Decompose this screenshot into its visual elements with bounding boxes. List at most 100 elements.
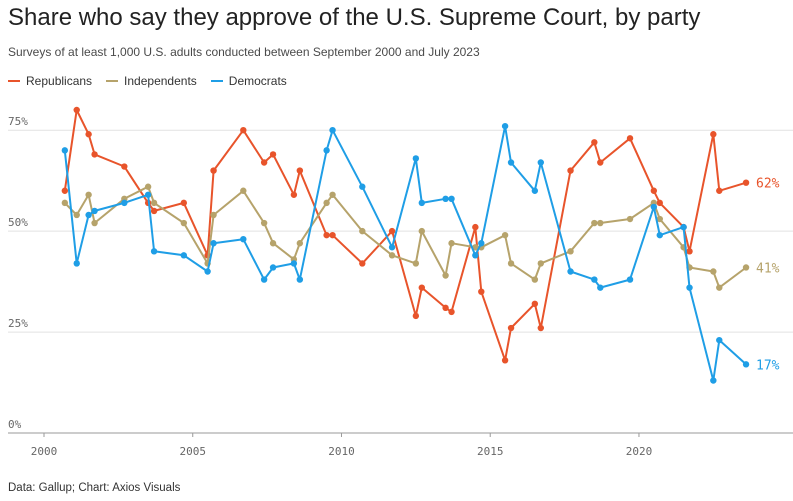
data-point-democrats (626, 276, 634, 283)
data-point-democrats (537, 159, 544, 166)
data-point-independents (144, 183, 152, 190)
data-point-democrats (412, 155, 420, 162)
data-point-independents (269, 240, 277, 247)
data-point-democrats (591, 276, 598, 283)
data-point-republicans (91, 151, 98, 158)
data-point-republicans (359, 260, 366, 267)
data-point-democrats (204, 268, 211, 275)
data-point-independents (359, 227, 366, 235)
legend-item-republicans: Republicans (8, 74, 92, 88)
data-point-republicans (442, 304, 449, 312)
data-point-independents (531, 276, 539, 283)
data-point-republicans (650, 187, 658, 194)
data-point-independents (537, 260, 544, 267)
data-point-republicans (150, 207, 158, 215)
data-point-republicans (472, 223, 479, 231)
data-point-democrats (680, 223, 687, 231)
data-point-republicans (323, 231, 330, 239)
data-point-democrats (91, 207, 98, 215)
legend-label-democrats: Democrats (228, 74, 287, 88)
data-point-republicans (85, 131, 92, 138)
data-point-republicans (597, 159, 604, 166)
data-point-republicans (329, 231, 336, 239)
data-point-independents (61, 199, 69, 207)
data-point-republicans (537, 324, 544, 332)
data-point-republicans (478, 288, 485, 295)
data-point-republicans (656, 199, 663, 207)
data-point-republicans (418, 284, 425, 291)
data-point-independents (710, 268, 717, 275)
data-point-republicans (501, 357, 509, 364)
data-point-republicans (626, 135, 634, 142)
legend-swatch-democrats (210, 80, 223, 82)
data-point-independents (260, 219, 268, 227)
data-point-democrats (686, 284, 693, 291)
x-tick-label: 2015 (477, 445, 504, 458)
data-point-independents (716, 284, 723, 291)
data-point-democrats (296, 276, 304, 283)
data-point-independents (448, 240, 455, 247)
end-label-independents: 41% (756, 261, 780, 276)
data-point-republicans (180, 199, 188, 207)
data-point-republicans (240, 126, 247, 134)
data-point-democrats (478, 240, 485, 247)
data-point-democrats (531, 187, 539, 194)
data-point-democrats (742, 361, 750, 368)
data-point-democrats (260, 276, 268, 283)
x-tick-label: 2000 (31, 445, 58, 458)
data-point-democrats (567, 268, 574, 275)
data-point-independents (73, 211, 80, 219)
series-line-democrats (63, 125, 747, 382)
legend-label-republicans: Republicans (26, 74, 93, 88)
data-point-democrats (144, 191, 152, 198)
end-label-republicans: 62% (756, 177, 780, 192)
data-point-republicans (686, 248, 693, 255)
data-point-republicans (412, 312, 420, 320)
data-point-democrats (180, 252, 188, 259)
data-point-democrats (290, 260, 298, 267)
data-point-democrats (388, 244, 396, 251)
legend: Republicans Independents Democrats (8, 74, 287, 88)
data-point-republicans (710, 131, 717, 138)
data-point-independents (85, 191, 92, 198)
data-point-democrats (269, 264, 277, 271)
data-point-independents (626, 215, 634, 223)
data-point-republicans (61, 187, 69, 194)
source-note: Data: Gallup; Chart: Axios Visuals (8, 482, 181, 494)
series-line-republicans (63, 109, 747, 362)
data-point-independents (412, 260, 420, 267)
data-point-independents (742, 264, 750, 271)
data-point-independents (507, 260, 515, 267)
data-point-democrats (442, 195, 449, 203)
data-point-independents (296, 240, 304, 247)
end-label-democrats: 17% (756, 358, 780, 373)
data-point-independents (150, 199, 158, 207)
data-point-republicans (73, 106, 80, 114)
legend-swatch-independents (106, 80, 119, 82)
data-point-republicans (448, 308, 455, 316)
data-point-republicans (210, 167, 217, 174)
data-point-independents (323, 199, 330, 207)
data-point-independents (240, 187, 247, 194)
data-point-independents (501, 231, 509, 239)
data-point-independents (597, 219, 604, 227)
data-point-republicans (388, 227, 396, 235)
data-point-democrats (323, 147, 330, 154)
data-point-independents (656, 215, 663, 223)
x-axis: 2000 2005 2010 2015 2020 (31, 433, 652, 458)
legend-swatch-republicans (8, 80, 20, 82)
data-point-democrats (650, 203, 658, 211)
data-point-democrats (418, 199, 425, 207)
data-point-democrats (716, 336, 723, 344)
data-point-independents (472, 244, 479, 251)
data-point-republicans (591, 139, 598, 146)
gridlines (8, 129, 793, 434)
data-point-democrats (85, 211, 92, 219)
data-point-democrats (210, 240, 217, 247)
data-point-democrats (501, 122, 509, 130)
data-point-republicans (296, 167, 304, 174)
data-point-democrats (597, 284, 604, 291)
data-point-democrats (121, 199, 128, 207)
data-point-democrats (448, 195, 455, 203)
